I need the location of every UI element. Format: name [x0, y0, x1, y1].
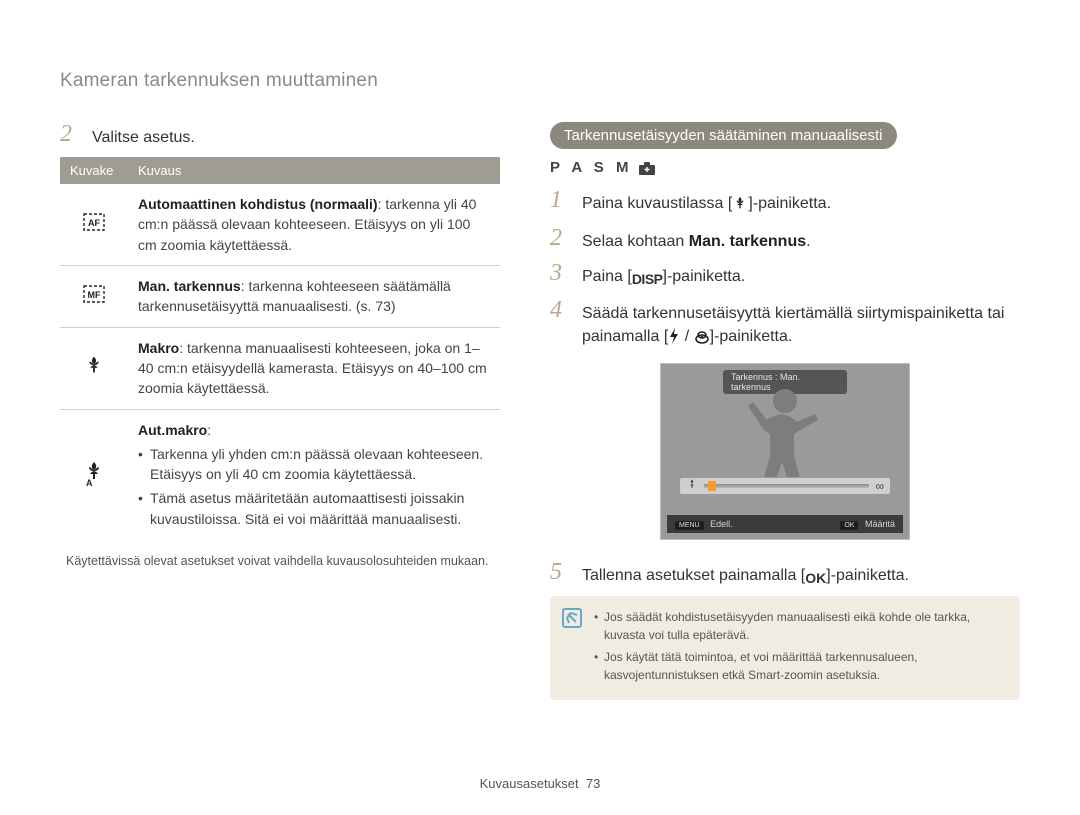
right-step-5: 5 Tallenna asetukset painamalla [OK]-pai…: [550, 560, 1020, 588]
row-desc: Aut.makro: Tarkenna yli yhden cm:n pääss…: [128, 409, 500, 543]
focus-slider[interactable]: ∞: [679, 477, 891, 495]
svg-text:A: A: [86, 478, 93, 487]
row-desc: Makro: tarkenna manuaalisesti kohteeseen…: [128, 327, 500, 409]
menu-button-label: MENU: [675, 521, 704, 530]
step-number: 3: [550, 261, 570, 285]
slider-track: [704, 484, 869, 488]
section-heading-pill: Tarkennusetäisyyden säätäminen manuaalis…: [550, 122, 897, 149]
disp-button-icon: DISP: [632, 269, 663, 289]
table-row: Makro: tarkenna manuaalisesti kohteeseen…: [60, 327, 500, 409]
page-title: Kameran tarkennuksen muuttaminen: [60, 70, 1020, 92]
af-normal-icon: AF: [60, 184, 128, 265]
step-text: Säädä tarkennusetäisyyttä kiertämällä si…: [582, 298, 1020, 351]
right-step-2: 2 Selaa kohtaan Man. tarkennus.: [550, 226, 1020, 253]
table-footnote: Käytettävissä olevat asetukset voivat va…: [60, 553, 500, 571]
mode-letters: P A S M: [550, 159, 632, 176]
info-note-box: Jos säädät kohdistusetäisyyden manuaalis…: [550, 596, 1020, 700]
camera-preview: Tarkennus : Man. tarkennus ∞: [660, 363, 910, 540]
step-text: Paina kuvaustilassa []-painiketta.: [582, 188, 831, 218]
row-bullet: Tämä asetus määritetään automaattisesti …: [138, 488, 490, 529]
right-step-4: 4 Säädä tarkennusetäisyyttä kiertämällä …: [550, 298, 1020, 351]
macro-button-icon: [732, 195, 748, 218]
camera-footer-left: MENU Edell.: [675, 519, 733, 529]
camera-footer-right: OK Määritä: [840, 519, 895, 529]
focus-modes-table: Kuvake Kuvaus AF Automaattinen kohdistus…: [60, 157, 500, 543]
step-number: 2: [550, 226, 570, 250]
row-bullet: Tarkenna yli yhden cm:n päässä olevaan k…: [138, 444, 490, 485]
row-label: Man. tarkennus: [138, 278, 241, 294]
step-text: Tallenna asetukset painamalla [OK]-paini…: [582, 560, 909, 588]
macro-icon: [60, 327, 128, 409]
svg-text:AF: AF: [88, 218, 100, 228]
left-column: 2 Valitse asetus. Kuvake Kuvaus AF Autom…: [60, 122, 500, 700]
right-step-1: 1 Paina kuvaustilassa []-painiketta.: [550, 188, 1020, 218]
row-desc: Man. tarkennus: tarkenna kohteeseen säät…: [128, 266, 500, 328]
th-icon: Kuvake: [60, 157, 128, 184]
right-step-3: 3 Paina [DISP]-painiketta.: [550, 261, 1020, 289]
note-item: Jos käytät tätä toimintoa, et voi määrit…: [594, 648, 1006, 684]
row-label: Makro: [138, 340, 179, 356]
magic-mode-icon: [638, 160, 656, 176]
row-label: Automaattinen kohdistus (normaali): [138, 196, 378, 212]
macro-end-icon: [686, 477, 698, 495]
row-desc: Automaattinen kohdistus (normaali): tark…: [128, 184, 500, 265]
step-text: Paina [DISP]-painiketta.: [582, 261, 745, 289]
ok-button-icon: OK: [805, 568, 826, 588]
page-footer: Kuvausasetukset 73: [0, 776, 1080, 791]
timer-button-icon: [694, 328, 710, 351]
mf-icon: MF: [60, 266, 128, 328]
info-icon: [562, 608, 582, 628]
left-step-2: 2 Valitse asetus.: [60, 122, 500, 149]
camera-footer: MENU Edell. OK Määritä: [667, 515, 903, 533]
row-label: Aut.makro: [138, 422, 207, 438]
note-item: Jos säädät kohdistusetäisyyden manuaalis…: [594, 608, 1006, 644]
slider-thumb[interactable]: [708, 481, 716, 491]
step-number: 5: [550, 560, 570, 584]
camera-body: ∞: [667, 370, 903, 515]
table-header-row: Kuvake Kuvaus: [60, 157, 500, 184]
auto-macro-icon: A: [60, 409, 128, 543]
infinity-end-icon: ∞: [875, 479, 884, 493]
step-text: Selaa kohtaan Man. tarkennus.: [582, 226, 811, 253]
mode-row: P A S M: [550, 159, 1020, 176]
table-row: AF Automaattinen kohdistus (normaali): t…: [60, 184, 500, 265]
table-row: A Aut.makro: Tarkenna yli yhden cm:n pää…: [60, 409, 500, 543]
flash-button-icon: [668, 328, 680, 351]
content-columns: 2 Valitse asetus. Kuvake Kuvaus AF Autom…: [60, 122, 1020, 700]
svg-text:MF: MF: [88, 290, 101, 300]
ok-button-label: OK: [840, 521, 858, 530]
step-number: 1: [550, 188, 570, 212]
step-number: 2: [60, 122, 80, 146]
camera-preview-wrap: Tarkennus : Man. tarkennus ∞: [550, 363, 1020, 540]
th-desc: Kuvaus: [128, 157, 500, 184]
right-column: Tarkennusetäisyyden säätäminen manuaalis…: [550, 122, 1020, 700]
table-row: MF Man. tarkennus: tarkenna kohteeseen s…: [60, 266, 500, 328]
step-number: 4: [550, 298, 570, 322]
step-text: Valitse asetus.: [92, 122, 195, 149]
